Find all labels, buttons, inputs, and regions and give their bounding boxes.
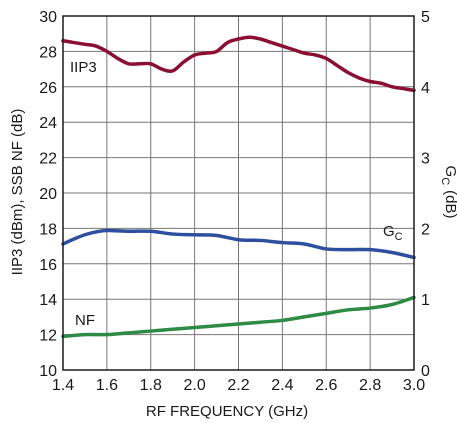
x-tick-label-8: 3.0 <box>403 377 425 394</box>
x-tick-label-1: 1.6 <box>96 377 118 394</box>
y2-axis-label: GC (dB) <box>439 166 457 219</box>
series-line-gc <box>61 228 416 260</box>
tick-labels: 1.4 1.6 1.8 2.0 2.2 2.4 2.6 2.8 3.01012141618202… <box>39 9 430 394</box>
series-label-iip3: IIP3 <box>70 59 97 76</box>
y-tick-label-6: 22 <box>39 151 57 168</box>
y-tick-label-4: 18 <box>39 221 57 238</box>
x-tick-label-0: 1.4 <box>52 377 74 394</box>
series-label-nf: NF <box>75 312 95 329</box>
series-label-gc: GC <box>383 223 403 243</box>
y2-tick-label-3: 3 <box>421 151 430 168</box>
x-tick-label-6: 2.6 <box>315 377 337 394</box>
x-tick-label-7: 2.8 <box>359 377 381 394</box>
y-tick-label-1: 12 <box>39 328 57 345</box>
series-label-gc-main: G <box>383 223 395 240</box>
x-tick-label-5: 2.4 <box>271 377 293 394</box>
y-tick-label-7: 24 <box>39 115 57 132</box>
y2-tick-label-2: 2 <box>421 221 430 238</box>
plot-frame <box>62 15 415 371</box>
y2-tick-label-4: 4 <box>421 80 430 97</box>
y2-axis-label-unit: (dB) <box>442 190 457 218</box>
y-tick-label-0: 10 <box>39 363 57 380</box>
series-label-gc-sub: C <box>395 231 403 243</box>
grid <box>62 15 415 371</box>
x-tick-label-2: 1.8 <box>140 377 162 394</box>
y2-tick-label-1: 1 <box>421 292 430 309</box>
y-tick-label-3: 16 <box>39 257 57 274</box>
y-tick-label-5: 20 <box>39 186 57 203</box>
series-layer <box>61 35 416 339</box>
x-axis-label: RF FREQUENCY (GHz) <box>146 403 308 420</box>
y-axis-label: IIP3 (dBm), SSB NF (dB) <box>9 109 26 276</box>
y-tick-label-2: 14 <box>39 292 57 309</box>
y2-tick-label-5: 5 <box>421 9 430 26</box>
y-tick-label-9: 28 <box>39 44 57 61</box>
series-line-nf <box>61 295 416 339</box>
y-tick-label-8: 26 <box>39 80 57 97</box>
y-tick-label-10: 30 <box>39 9 57 26</box>
series-line-iip3 <box>61 35 416 93</box>
x-tick-label-3: 2.0 <box>184 377 206 394</box>
y2-tick-label-0: 0 <box>421 363 430 380</box>
y2-axis-label-sub: C <box>439 177 451 185</box>
y2-axis-label-main: G <box>442 166 457 178</box>
x-tick-label-4: 2.2 <box>227 377 249 394</box>
